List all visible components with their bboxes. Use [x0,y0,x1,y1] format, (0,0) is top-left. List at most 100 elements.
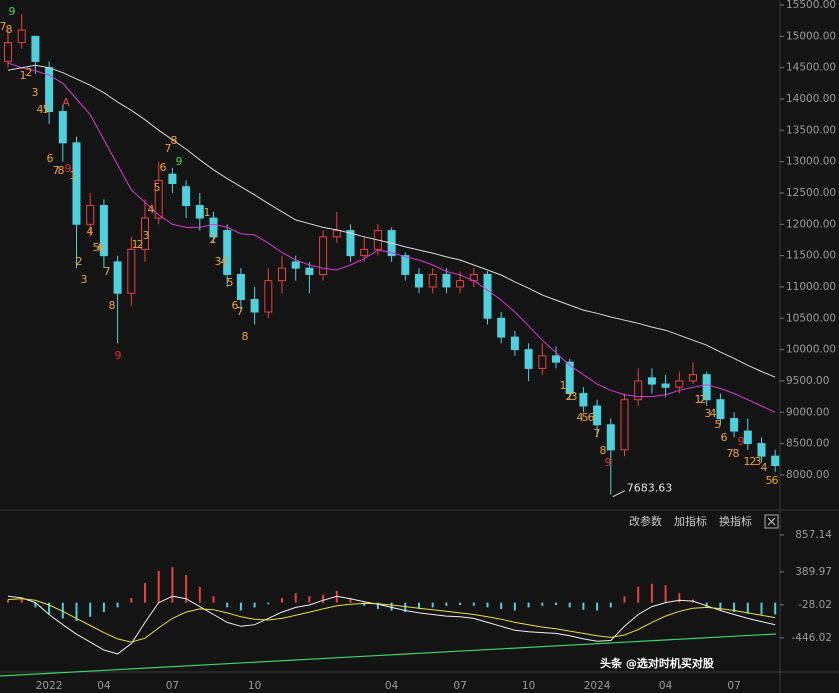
candle-body [86,205,95,225]
td-label: 4 [761,461,768,474]
candle-body [17,29,26,44]
td-label: 9 [115,349,122,362]
candle-body [771,455,780,467]
candle-body [168,173,177,185]
candle-body [606,424,615,451]
candle-body [278,267,286,282]
y-tick-label: 13500.00 [786,124,836,136]
candle-body [209,217,218,238]
candle-body [552,355,560,363]
candle-body [360,248,369,257]
td-label: 4 [577,411,584,424]
candle-body [291,261,300,269]
candle-body [127,248,136,294]
candle-body [415,273,423,288]
candle-body [483,273,492,319]
y-tick-label: 10500.00 [786,312,836,324]
td-label: 7 [594,427,601,440]
y-tick-label: 11500.00 [786,250,836,262]
td-label: 7 [165,142,172,155]
candle-body [538,355,547,369]
td-label: 3 [81,273,88,286]
y-tick-label: 9500.00 [786,375,829,387]
y-tick-label: 9000.00 [786,406,829,418]
y-tick-label: 8500.00 [786,438,829,450]
low-label: 7683.63 [627,482,673,495]
candle-body [319,236,328,275]
td-label: 8 [242,330,249,343]
td-label: 3 [755,455,762,468]
candle-body [661,383,670,388]
candle-body [524,349,533,369]
td-label: 1 [70,169,77,182]
trend-line [0,633,777,677]
y-tick-label: 857.14 [795,529,832,541]
candle-body [456,280,465,288]
candle-body [689,374,697,382]
candle-body [305,267,314,275]
td-label: 7 [0,20,7,33]
candle-body [401,255,410,275]
td-label: 5 [582,411,589,424]
candle-body [510,336,519,351]
x-tick-label: 07 [166,680,179,692]
candle-body [757,443,766,457]
candle-body [58,111,67,144]
td-label: 2 [700,393,707,406]
td-label: 9 [738,435,745,448]
candle-body [223,230,232,275]
td-label: 9 [65,162,72,175]
td-label: 8 [171,134,178,147]
td-label: 7 [104,265,111,278]
x-tick-label: 07 [727,680,740,692]
candle-body [428,273,437,288]
annotation: A [62,96,70,109]
td-label: 2 [210,233,217,246]
macd-line [7,595,776,655]
td-label: 4 [221,255,228,268]
td-label: 7 [727,447,734,460]
td-label: 8 [6,23,13,36]
candle-body [675,380,684,388]
x-tick-label: 10 [522,680,535,692]
candle-body [593,405,602,426]
x-tick-label: 10 [248,680,261,692]
td-label: 1 [744,455,751,468]
td-label: 8 [600,444,607,457]
td-label: 3 [143,229,150,242]
td-label: 1 [20,69,27,82]
td-label: 4 [37,103,44,116]
candle-body [579,392,588,407]
y-tick-label: 12000.00 [786,218,836,230]
x-tick-label: 04 [659,680,673,692]
toolbar-button[interactable]: 改参数 [629,514,662,528]
candle-body [620,399,629,451]
td-label: 1 [695,393,702,406]
candle-body [182,186,191,207]
moving-average [7,62,776,413]
candle-body [647,377,656,385]
td-label: 6 [772,474,779,487]
toolbar-button[interactable]: 加指标 [674,514,707,528]
td-label: 8 [733,447,740,460]
candle-body [236,273,245,300]
y-tick-label: 10000.00 [786,344,836,356]
candle-body [565,361,574,394]
y-tick-label: 14500.00 [786,62,836,74]
td-label: 3 [32,86,39,99]
candle-body [141,217,149,250]
candle-body [702,374,711,401]
td-label: 9 [605,456,612,469]
td-label: 2 [26,66,33,79]
td-label: 6 [47,152,54,165]
td-label: 5 [227,276,234,289]
td-label: 6 [588,411,595,424]
toolbar-button[interactable]: 换指标 [719,514,752,528]
y-tick-label: 15000.00 [786,30,836,42]
td-label: 5 [154,181,161,194]
td-label: 8 [58,164,65,177]
close-button[interactable] [764,514,779,529]
candle-body [250,298,259,313]
td-label: 6 [98,241,105,254]
